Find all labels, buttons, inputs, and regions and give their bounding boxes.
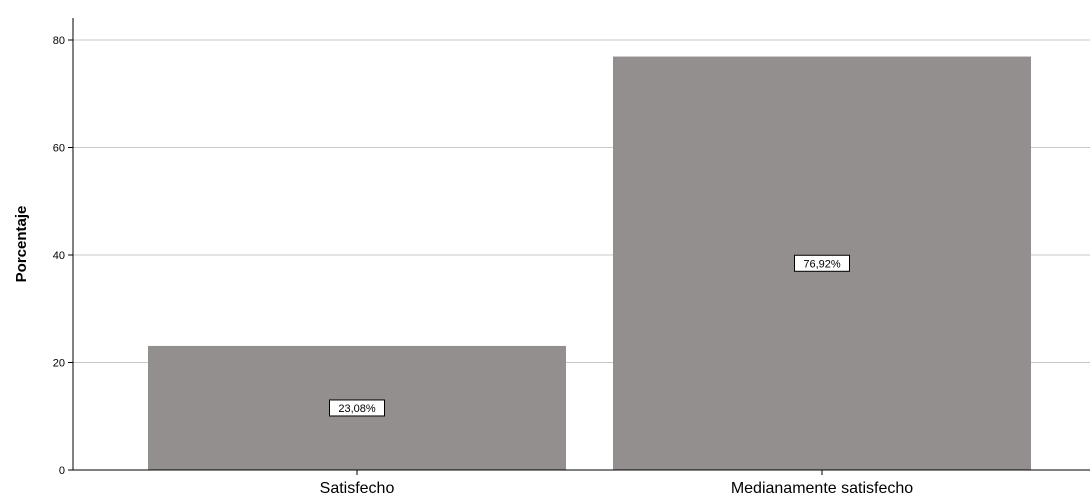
y-tick-label: 20: [53, 358, 65, 370]
y-tick-label: 60: [53, 143, 65, 155]
data-label-box: [329, 399, 385, 417]
data-label: 76,92%: [803, 258, 841, 270]
y-tick-label: 0: [59, 465, 65, 477]
x-tick-label: Satisfecho: [320, 480, 395, 495]
y-tick-label: 40: [53, 250, 65, 262]
bars: [148, 56, 1031, 471]
data-labels: 23,08% 76,92%: [329, 254, 850, 417]
data-label: 23,08%: [338, 403, 376, 415]
y-tick-label: 80: [53, 35, 65, 47]
axes: 0 20 40 60 80 Satisfecho Medianamente satisfec…: [53, 18, 1090, 497]
x-tick-label: Medianamente satisfecho: [731, 480, 913, 495]
data-label-box: [794, 254, 850, 272]
y-axis-title: Porcentaje: [13, 206, 30, 283]
